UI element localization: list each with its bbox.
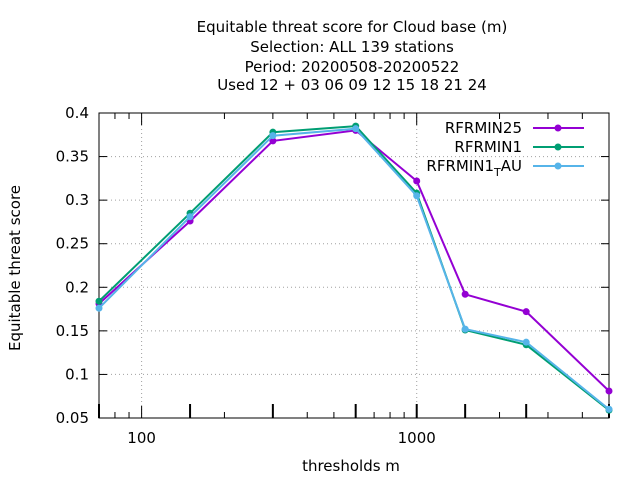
x-tick-label: 1000	[398, 429, 436, 447]
y-tick-label: 0.3	[65, 191, 89, 209]
data-point	[269, 132, 277, 140]
series-rfrmin25	[95, 126, 613, 395]
y-tick-label: 0.25	[56, 235, 89, 253]
grid-lines	[99, 113, 609, 418]
y-axis-label: Equitable threat score	[6, 185, 24, 351]
plot-frame	[98, 112, 610, 419]
data-point	[461, 290, 469, 298]
series-rfrmin1-tau	[95, 125, 613, 413]
x-axis-label: thresholds m	[302, 457, 400, 475]
legend-marker	[554, 124, 562, 132]
title-line-2: Selection: ALL 139 stations	[250, 38, 454, 56]
y-tick-label: 0.15	[56, 322, 89, 340]
data-point	[522, 308, 530, 316]
series-line	[98, 127, 610, 411]
y-tick-label: 0.1	[65, 365, 89, 383]
y-tick-label: 0.2	[65, 278, 89, 296]
series-line	[98, 129, 610, 392]
legend-marker	[554, 143, 562, 151]
data-point	[352, 125, 360, 133]
series-line	[98, 125, 610, 411]
legend-label: RFRMIN25	[445, 119, 522, 137]
legend-item: RFRMIN25	[445, 119, 584, 137]
title-line-3: Period: 20200508-20200522	[245, 58, 460, 76]
title-line-1: Equitable threat score for Cloud base (m…	[197, 18, 508, 36]
chart-title: Equitable threat score for Cloud base (m…	[197, 18, 508, 94]
legend-label: RFRMIN1	[454, 138, 522, 156]
data-point	[186, 213, 194, 221]
data-point	[95, 304, 103, 312]
data-point	[95, 297, 103, 305]
legend-label: RFRMIN1TAU	[426, 157, 522, 179]
legend-item: RFRMIN1	[454, 138, 584, 156]
data-point	[413, 192, 421, 200]
axes: 0.05 0.1 0.15 0.2 0.25 0.3 0.35 0.4 100 1000	[56, 104, 610, 447]
data-point	[461, 325, 469, 333]
legend-marker	[554, 162, 562, 170]
title-line-4: Used 12 + 03 06 09 12 15 18 21 24	[217, 76, 487, 94]
data-point	[413, 177, 421, 185]
y-tick-label: 0.35	[56, 148, 89, 166]
x-tick-label: 100	[127, 429, 156, 447]
y-tick-label: 0.05	[56, 409, 89, 427]
data-point	[269, 137, 277, 145]
data-point	[605, 387, 613, 395]
y-tick-label: 0.4	[65, 104, 89, 122]
data-point	[522, 338, 530, 346]
series-group	[95, 122, 613, 414]
legend-item: RFRMIN1TAU	[426, 157, 584, 179]
data-point	[605, 405, 613, 413]
